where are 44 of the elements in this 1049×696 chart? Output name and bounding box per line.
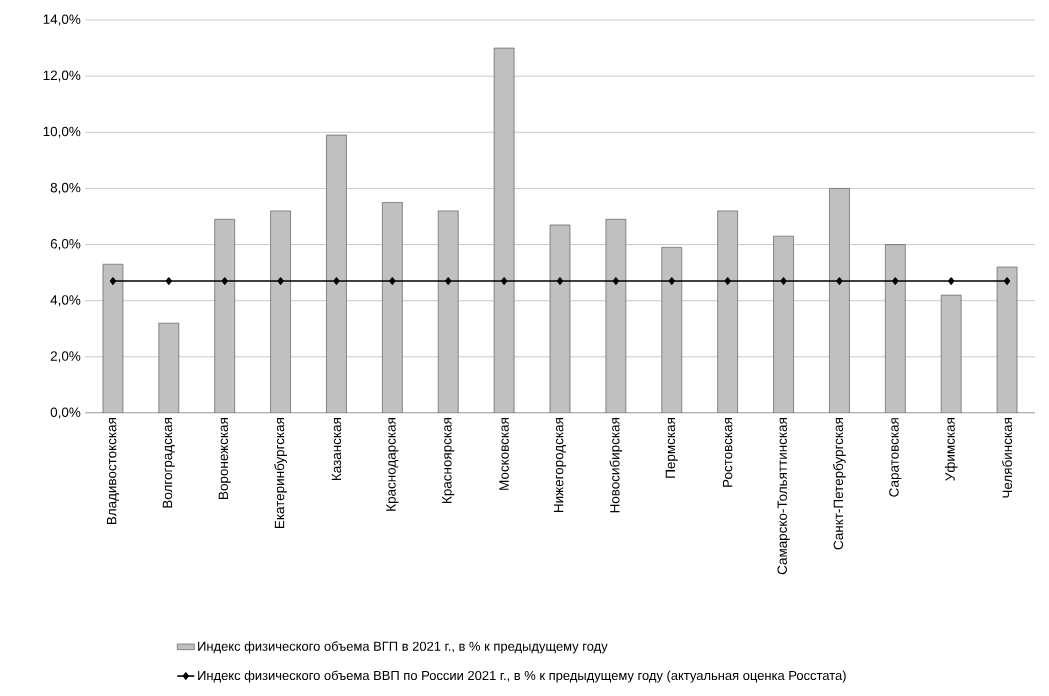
x-tick-label: Санкт-Петербургская: [833, 418, 846, 550]
x-tick-label: Уфимская: [944, 418, 958, 481]
bar: [102, 263, 124, 413]
x-tick-label: Московская: [499, 418, 509, 490]
x-tick-label: Челябинская: [1002, 418, 1013, 498]
y-tick-label: 8,0%: [50, 182, 81, 194]
bar: [940, 294, 962, 413]
legend-label: Индекс физического объема ВГП в 2021 г., в % к предыдущему году: [198, 641, 608, 654]
y-tick-label: 12,0%: [43, 70, 81, 82]
bar: [773, 235, 794, 413]
bar: [549, 224, 571, 413]
bar: [996, 266, 1018, 413]
y-tick-label: 14,0%: [43, 14, 81, 26]
bar: [326, 134, 347, 413]
bar: [717, 210, 738, 413]
y-tick-label: 2,0%: [50, 351, 81, 363]
x-tick-label: Волгоградская: [162, 418, 175, 508]
legend-label: Индекс физического объема ВВП по России 2021 г., в % к предыдущему году (актуальная оценка Росстата): [198, 670, 846, 683]
y-tick-label: 6,0%: [50, 239, 81, 251]
x-tick-label: Саратовская: [889, 418, 902, 497]
bar: [885, 244, 906, 413]
x-tick-label: Ростовская: [722, 418, 733, 487]
x-tick-label: Казанская: [331, 418, 342, 480]
x-tick-label: Владивостокская: [106, 418, 119, 525]
bar: [270, 210, 291, 413]
y-tick-label: 10,0%: [43, 126, 81, 138]
bar: [158, 322, 180, 413]
bar: [661, 247, 683, 413]
bar: [214, 219, 236, 413]
x-tick-label: Краснодарская: [386, 418, 399, 511]
x-tick-label: Новосибирская: [609, 418, 623, 513]
bar: [493, 47, 515, 413]
x-tick-label: Самарско-Тольяттинская: [777, 418, 790, 575]
x-tick-label: Красноярская: [442, 418, 455, 503]
x-tick-label: Нижегородская: [553, 418, 567, 513]
bar: [605, 219, 627, 413]
y-tick-label: 4,0%: [50, 295, 81, 307]
x-tick-label: Екатеринбургская: [274, 418, 287, 529]
x-tick-label: Воронежская: [218, 418, 231, 499]
y-tick-label: 0,0%: [50, 407, 81, 419]
bar: [437, 210, 459, 413]
bar: [382, 202, 403, 413]
bar: [829, 188, 850, 413]
x-tick-label: Пермская: [665, 418, 678, 478]
